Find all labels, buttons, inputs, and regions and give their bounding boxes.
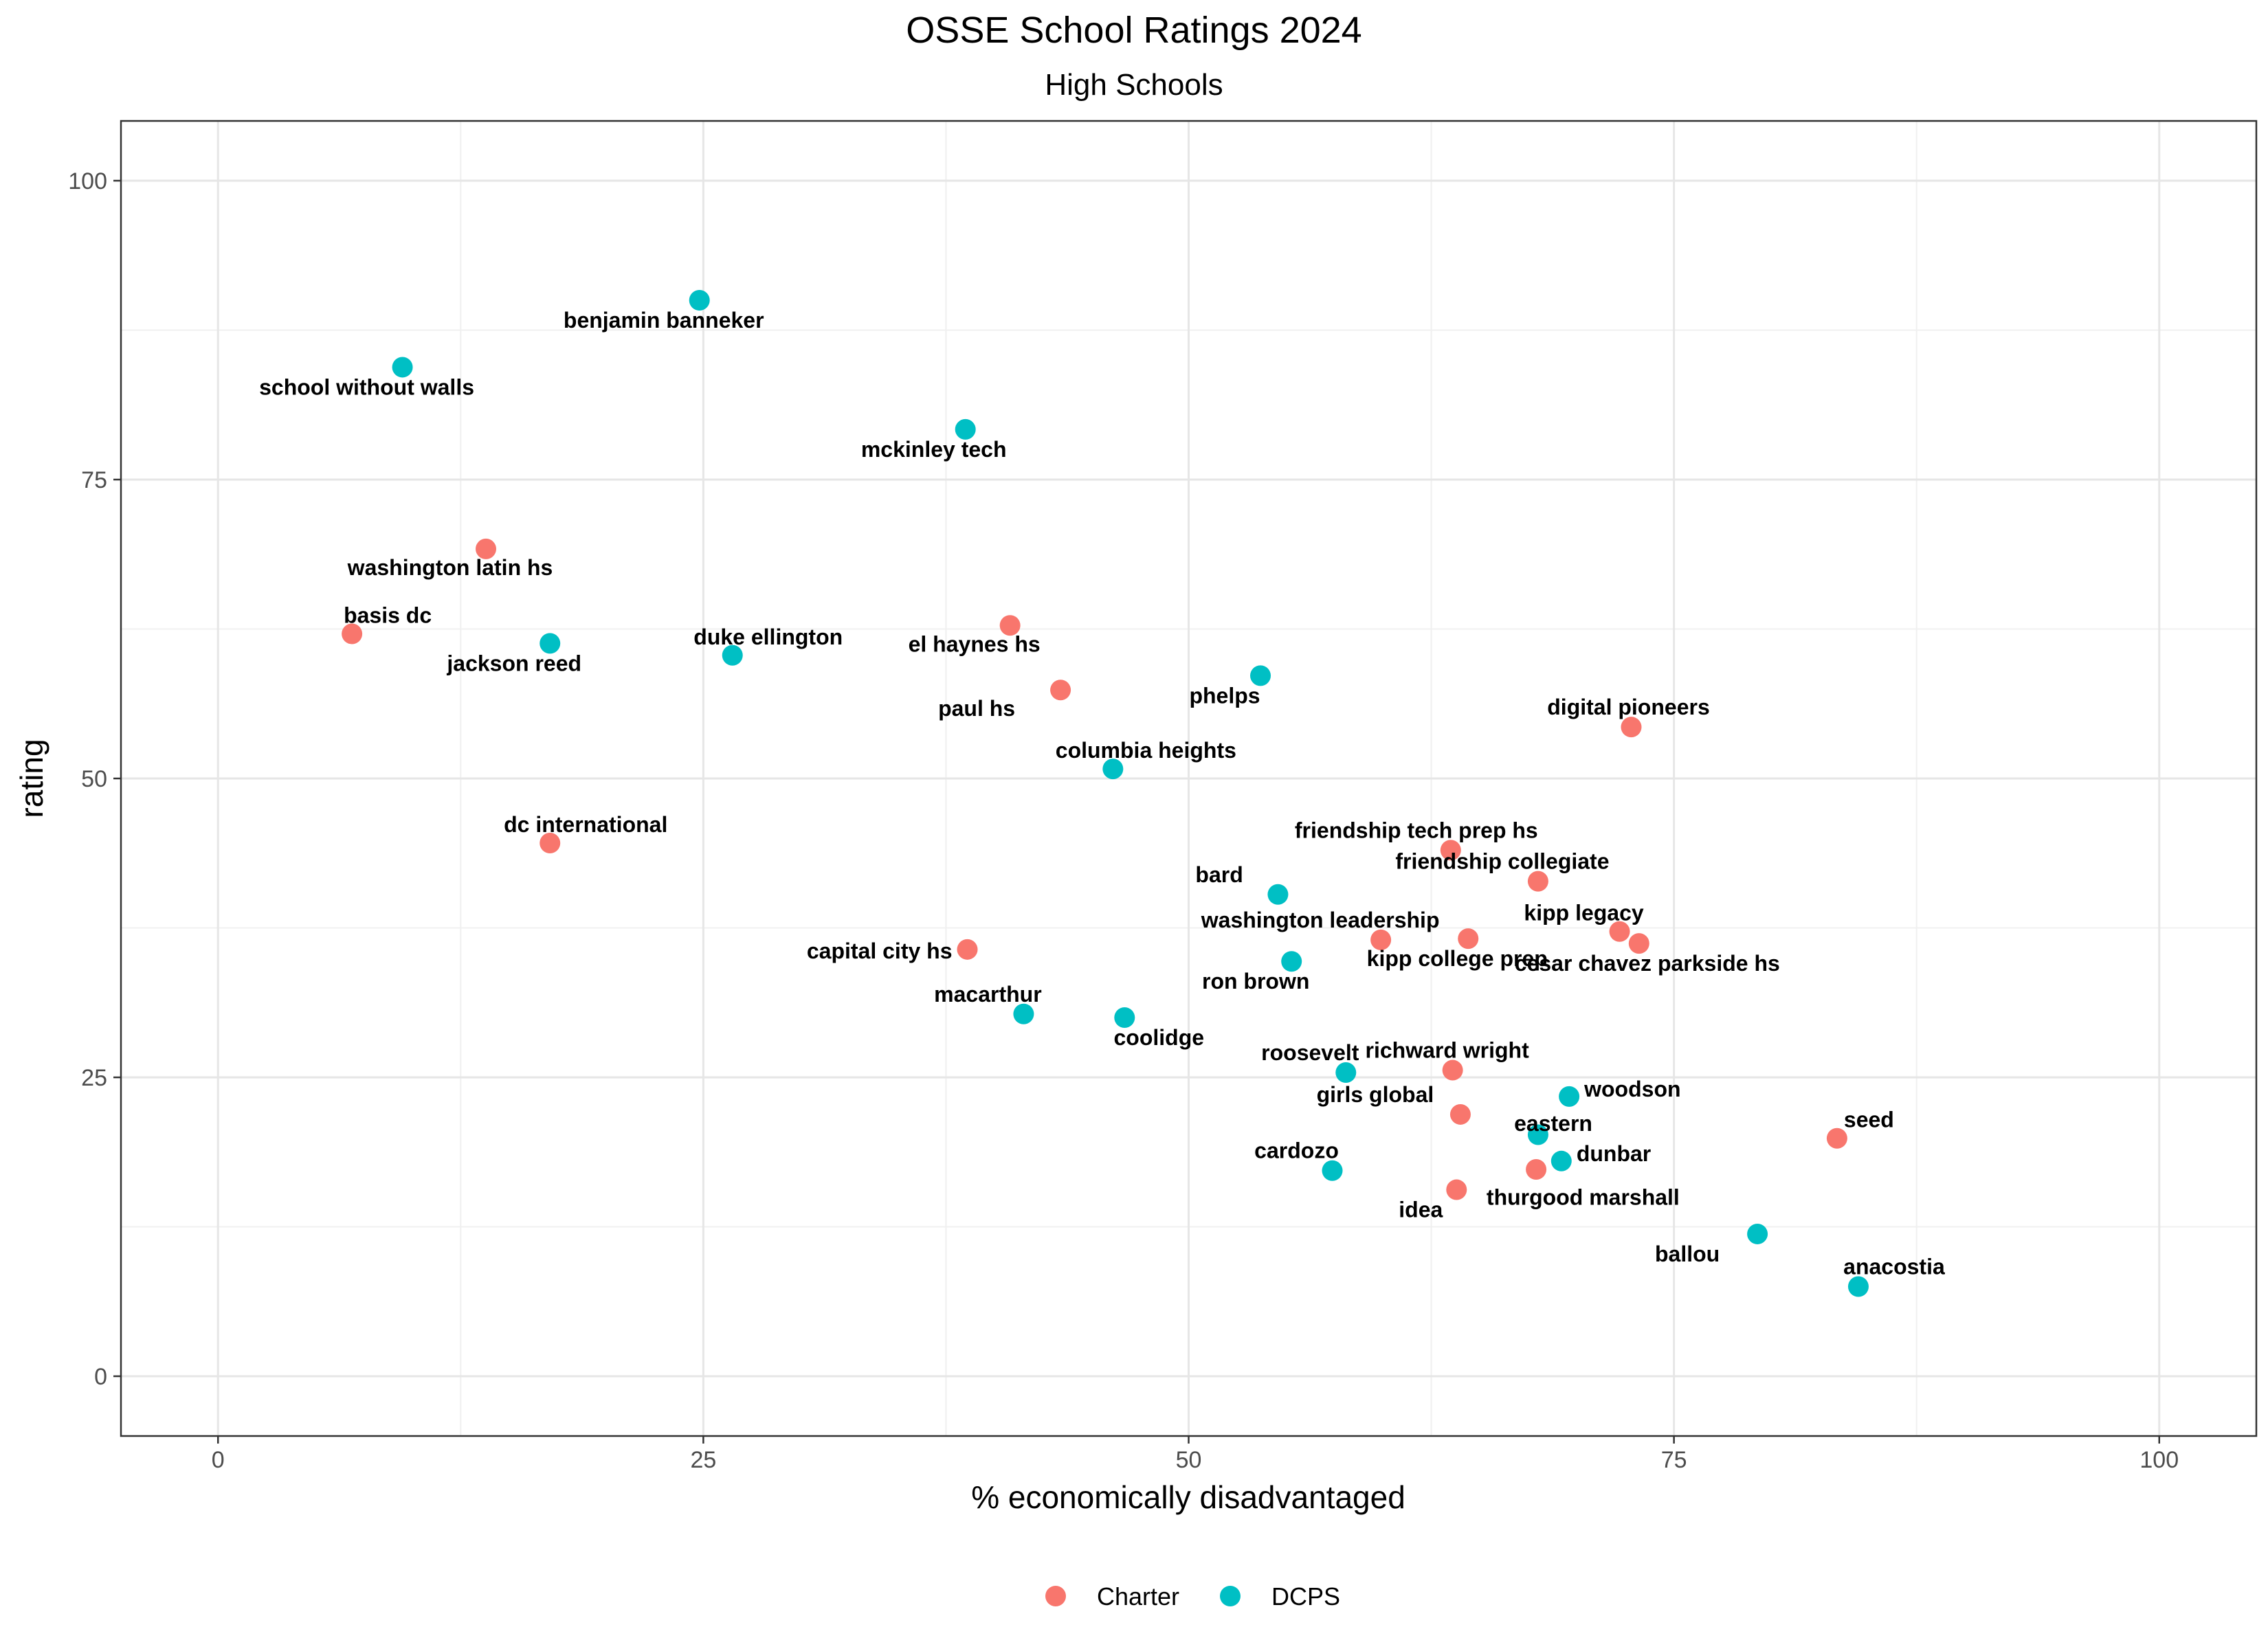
dcps-point: [689, 290, 710, 311]
point-label: bard: [1195, 862, 1243, 887]
dcps-point: [955, 418, 976, 440]
point-label: digital pioneers: [1547, 695, 1709, 719]
x-tick-label: 50: [1176, 1447, 1202, 1473]
point-label: jackson reed: [446, 651, 581, 675]
legend: Charter DCPS: [1045, 1582, 1340, 1611]
point-label: coolidge: [1114, 1025, 1205, 1050]
point-label: capital city hs: [807, 939, 953, 963]
dcps-point: [1847, 1276, 1869, 1297]
dcps-point: [1281, 951, 1302, 972]
x-tick-label: 0: [212, 1447, 225, 1473]
point-label: girls global: [1317, 1082, 1434, 1107]
point-label: macarthur: [934, 982, 1042, 1007]
point-label: eastern: [1514, 1111, 1592, 1136]
data-points: [342, 290, 1869, 1297]
charter-point: [1526, 1158, 1547, 1180]
point-label: mckinley tech: [861, 437, 1007, 462]
point-label: idea: [1399, 1198, 1443, 1222]
y-tick-label: 100: [68, 168, 107, 194]
charter-point: [476, 538, 497, 559]
point-label: paul hs: [938, 696, 1015, 721]
charter-point: [1621, 717, 1642, 738]
dcps-point: [722, 644, 743, 666]
point-label: phelps: [1189, 683, 1260, 708]
point-label: friendship collegiate: [1395, 849, 1609, 874]
dcps-point: [1114, 1007, 1135, 1028]
dcps-point: [1013, 1003, 1034, 1024]
point-label: friendship tech prep hs: [1295, 818, 1538, 842]
charter-point: [1826, 1128, 1847, 1149]
charter-point: [1442, 1059, 1463, 1081]
point-label: columbia heights: [1056, 738, 1236, 763]
x-tick-label: 25: [690, 1447, 716, 1473]
x-axis: 0 25 50 75 100: [212, 1436, 2179, 1473]
charter-point: [999, 615, 1021, 636]
chart-subtitle: High Schools: [1045, 68, 1223, 102]
x-tick-label: 75: [1661, 1447, 1687, 1473]
charter-point: [1609, 921, 1630, 942]
y-tick-label: 25: [81, 1065, 107, 1091]
y-tick-label: 0: [94, 1364, 107, 1390]
charter-point: [1050, 680, 1071, 701]
charter-point: [1628, 933, 1649, 954]
dcps-point: [1559, 1086, 1580, 1107]
point-label: anacostia: [1843, 1255, 1945, 1279]
dcps-point: [1747, 1223, 1768, 1244]
point-label: dunbar: [1577, 1141, 1651, 1166]
dcps-point: [1267, 884, 1289, 905]
charter-point: [1527, 871, 1548, 892]
charter-point: [1440, 840, 1461, 861]
point-label: thurgood marshall: [1487, 1185, 1680, 1210]
dcps-point: [540, 633, 561, 654]
point-label: basis dc: [344, 603, 432, 627]
dcps-point: [392, 357, 413, 378]
y-axis-title: rating: [14, 739, 49, 818]
y-tick-label: 50: [81, 766, 107, 792]
y-axis: 0 25 50 75 100: [68, 168, 121, 1390]
point-label: el haynes hs: [909, 631, 1041, 656]
dcps-point: [1335, 1062, 1357, 1084]
legend-key-dcps: [1220, 1586, 1241, 1606]
point-label: school without walls: [259, 374, 474, 399]
x-axis-title: % economically disadvantaged: [971, 1479, 1405, 1515]
grid-lines: [121, 121, 2256, 1436]
point-label: ballou: [1655, 1242, 1720, 1266]
dcps-point: [1250, 665, 1271, 686]
charter-point: [957, 939, 978, 960]
point-label: washington leadership: [1201, 908, 1440, 932]
x-tick-label: 100: [2139, 1447, 2179, 1473]
legend-key-charter: [1045, 1586, 1066, 1606]
charter-point: [342, 623, 363, 644]
charter-point: [540, 832, 561, 853]
point-labels: washington latin hs basis dc el haynes hs p…: [259, 308, 1945, 1279]
charter-point: [1446, 1179, 1467, 1200]
point-label: richward wright: [1366, 1038, 1530, 1063]
point-label: cardozo: [1254, 1138, 1339, 1163]
charter-point: [1449, 1103, 1471, 1125]
point-label: kipp college prep: [1367, 946, 1548, 971]
point-label: seed: [1844, 1108, 1894, 1132]
point-label: roosevelt: [1261, 1040, 1359, 1065]
dcps-point: [1322, 1160, 1343, 1181]
point-label: kipp legacy: [1524, 901, 1644, 926]
point-label: washington latin hs: [347, 555, 553, 580]
y-tick-label: 75: [81, 467, 107, 493]
dcps-point: [1102, 759, 1124, 780]
point-label: woodson: [1583, 1077, 1680, 1101]
point-label: benjamin banneker: [564, 308, 764, 333]
legend-label-charter: Charter: [1097, 1582, 1179, 1611]
dcps-point: [1550, 1150, 1572, 1171]
chart-title: OSSE School Ratings 2024: [906, 10, 1361, 51]
point-label: dc international: [504, 812, 667, 837]
point-label: cesar chavez parkside hs: [1515, 951, 1780, 976]
charter-point: [1370, 929, 1392, 950]
point-label: ron brown: [1202, 969, 1309, 994]
charter-point: [1458, 928, 1479, 950]
dcps-point: [1527, 1124, 1548, 1145]
point-label: duke ellington: [693, 625, 843, 649]
legend-label-dcps: DCPS: [1271, 1582, 1340, 1611]
